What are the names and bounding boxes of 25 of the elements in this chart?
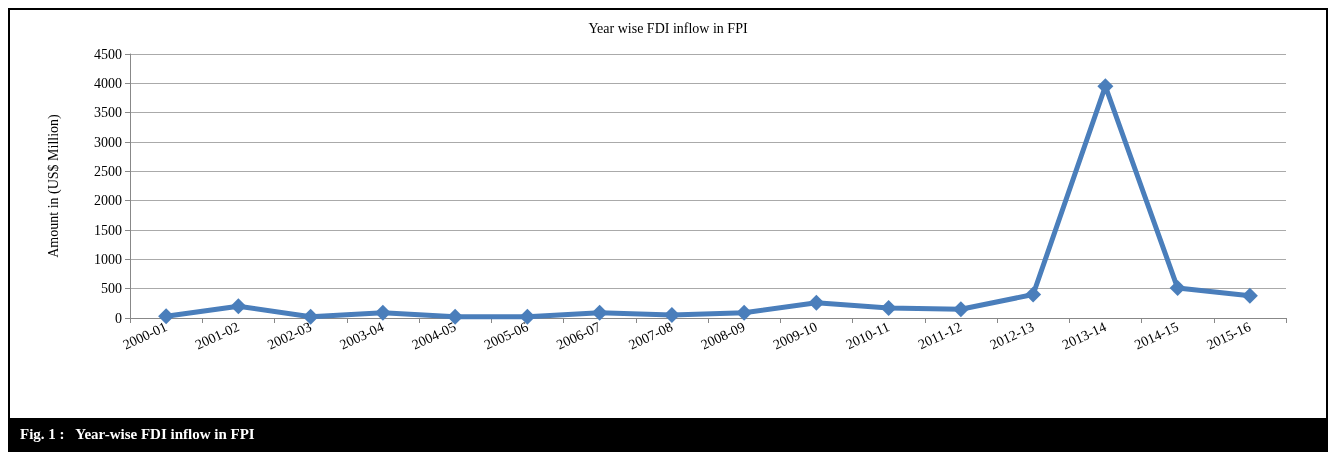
point <box>374 304 391 321</box>
point <box>1097 78 1114 95</box>
y-tick-label: 1000 <box>94 251 122 267</box>
point <box>158 308 175 325</box>
point <box>808 294 825 311</box>
y-tick-label: 2500 <box>94 163 122 179</box>
point <box>880 300 897 317</box>
point <box>1169 280 1186 297</box>
chart-title: Year wise FDI inflow in FPI <box>588 20 748 36</box>
caption: Fig. 1 : Year-wise FDI inflow in FPI <box>10 418 1326 450</box>
y-tick-label: 500 <box>101 281 122 297</box>
y-tick-label: 3500 <box>94 105 122 121</box>
point <box>302 308 319 325</box>
y-tick-label: 3000 <box>94 134 122 150</box>
y-tick-label: 4500 <box>94 46 122 62</box>
y-tick-label: 0 <box>115 310 122 326</box>
point <box>736 304 753 321</box>
point <box>1025 286 1042 303</box>
y-axis-title: Amount in (US$ Million) <box>45 113 62 258</box>
y-tick-label: 4000 <box>94 75 122 91</box>
point <box>230 298 247 315</box>
point <box>591 304 608 321</box>
y-tick-label: 2000 <box>94 193 122 209</box>
point <box>1241 287 1258 304</box>
y-tick-label: 1500 <box>94 222 122 238</box>
